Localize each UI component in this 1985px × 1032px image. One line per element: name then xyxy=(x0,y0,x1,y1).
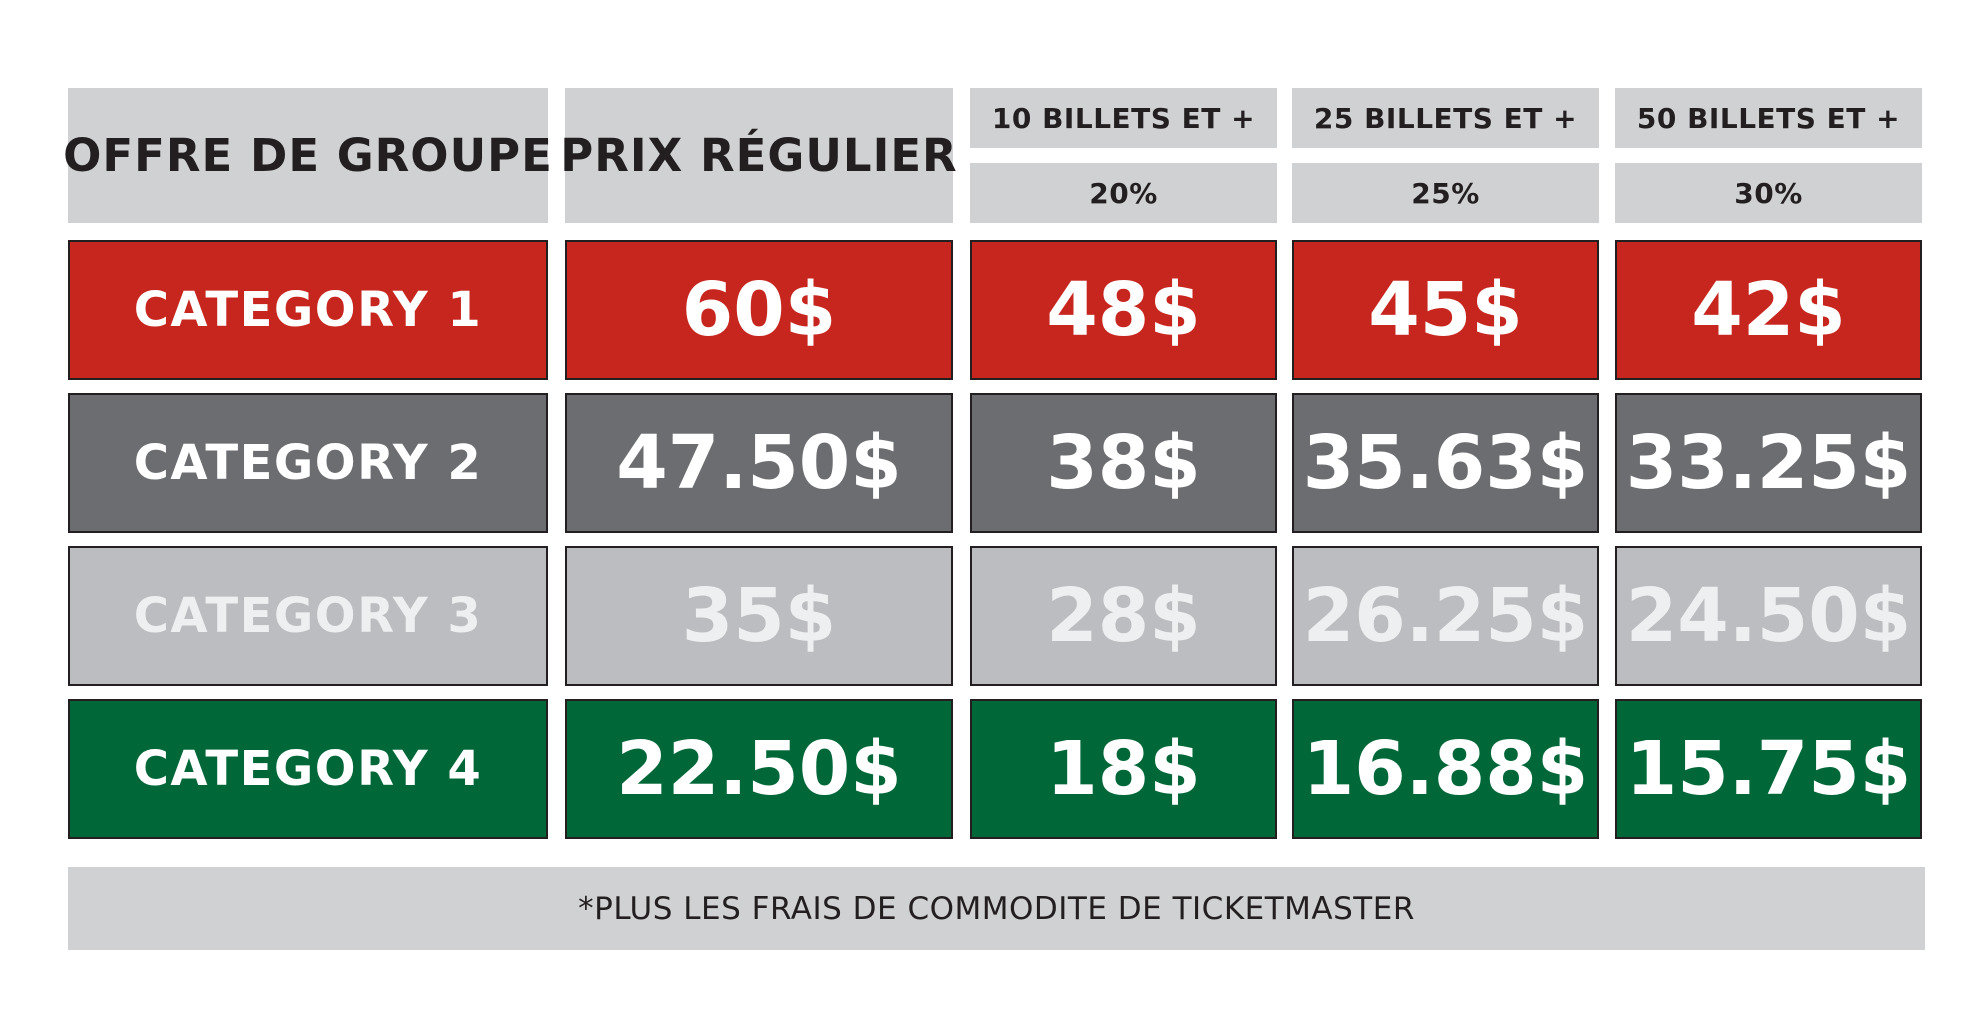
footnote-ticketmaster-fees: *PLUS LES FRAIS DE COMMODITE DE TICKETMA… xyxy=(68,867,1925,950)
category-4-label: CATEGORY 4 xyxy=(68,699,548,839)
category-1-tier-25-price: 45$ xyxy=(1292,240,1599,380)
header-regular-price: PRIX RÉGULIER xyxy=(560,88,957,223)
category-4-tier-10-price: 18$ xyxy=(970,699,1277,839)
category-3-tier-25-price: 26.25$ xyxy=(1292,546,1599,686)
category-3-regular-price: 35$ xyxy=(565,546,953,686)
category-2-label: CATEGORY 2 xyxy=(68,393,548,533)
category-2-tier-25-price: 35.63$ xyxy=(1292,393,1599,533)
category-1-tier-50-price: 42$ xyxy=(1615,240,1922,380)
category-1-regular-price: 60$ xyxy=(565,240,953,380)
header-tier-25-label: 25 BILLETS ET + xyxy=(1292,88,1599,148)
category-1-label: CATEGORY 1 xyxy=(68,240,548,380)
category-2-regular-price: 47.50$ xyxy=(565,393,953,533)
header-tier-50-discount: 30% xyxy=(1615,163,1922,223)
header-tier-10-label: 10 BILLETS ET + xyxy=(970,88,1277,148)
category-1-tier-10-price: 48$ xyxy=(970,240,1277,380)
header-tier-25-discount: 25% xyxy=(1292,163,1599,223)
category-3-tier-10-price: 28$ xyxy=(970,546,1277,686)
category-4-tier-50-price: 15.75$ xyxy=(1615,699,1922,839)
header-tier-50-label: 50 BILLETS ET + xyxy=(1615,88,1922,148)
category-3-label: CATEGORY 3 xyxy=(68,546,548,686)
header-group-offer: OFFRE DE GROUPE xyxy=(63,88,552,223)
category-4-tier-25-price: 16.88$ xyxy=(1292,699,1599,839)
category-2-tier-50-price: 33.25$ xyxy=(1615,393,1922,533)
header-tier-10-discount: 20% xyxy=(970,163,1277,223)
category-3-tier-50-price: 24.50$ xyxy=(1615,546,1922,686)
category-2-tier-10-price: 38$ xyxy=(970,393,1277,533)
category-4-regular-price: 22.50$ xyxy=(565,699,953,839)
